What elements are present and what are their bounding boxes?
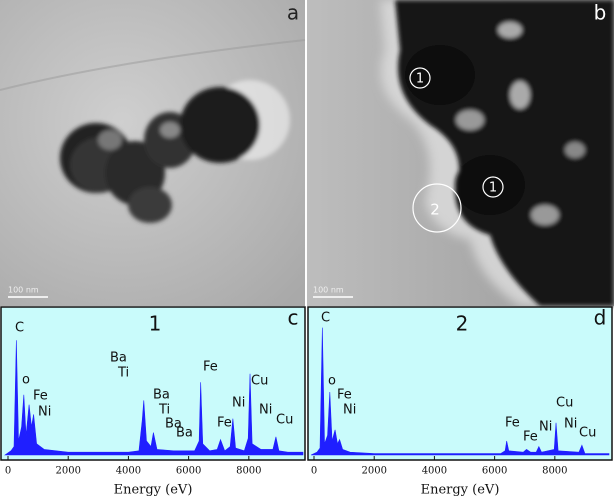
spectrum-title: 1 xyxy=(149,312,162,336)
scale-bar-label: 100 nm xyxy=(8,286,39,295)
x-tick-label: 0 xyxy=(5,466,11,477)
spectrum xyxy=(310,327,610,456)
region-marker: 1 xyxy=(489,181,497,196)
panel-label: c xyxy=(288,306,299,330)
x-axis-label: Energy (eV) xyxy=(114,483,193,498)
peak-label: Fe xyxy=(523,430,538,445)
peak-label: Cu xyxy=(556,396,573,411)
scale-bar-label: 100 nm xyxy=(313,286,344,295)
x-tick-label: 8000 xyxy=(236,466,261,477)
plot-background xyxy=(308,307,612,460)
peak-label: Ni xyxy=(539,420,552,435)
peak-label: Ba xyxy=(153,388,170,403)
spectrum xyxy=(4,340,304,456)
peak-label: o xyxy=(22,373,30,388)
peak-label: Ba xyxy=(176,426,193,441)
plot-frame xyxy=(0,306,306,461)
region-marker: 2 xyxy=(430,201,440,219)
spectrum-title: 2 xyxy=(456,312,469,336)
x-tick-label: 2000 xyxy=(55,466,80,477)
peak-label: Ti xyxy=(158,403,170,418)
x-tick-label: 6000 xyxy=(176,466,201,477)
peak-label: o xyxy=(328,374,336,389)
peak-label: Fe xyxy=(337,388,352,403)
peak-label: Ti xyxy=(117,366,129,381)
peak-label: Cu xyxy=(276,413,293,428)
peak-label: Ni xyxy=(343,403,356,418)
tem-image-a xyxy=(0,0,306,306)
peak-label: Cu xyxy=(579,426,596,441)
x-tick-label: 4000 xyxy=(116,466,141,477)
panel-label: b xyxy=(594,1,607,25)
peak-label: Fe xyxy=(33,389,48,404)
peak-label: C xyxy=(321,311,330,326)
peak-label: Ba xyxy=(165,417,182,432)
peak-label: C xyxy=(15,321,24,336)
peak-label: Cu xyxy=(251,374,268,389)
peak-label: Fe xyxy=(217,416,232,431)
panel-label: a xyxy=(287,1,299,25)
peak-label: Fe xyxy=(203,360,218,375)
peak-label: Ni xyxy=(232,396,245,411)
peak-label: Ni xyxy=(259,403,272,418)
tem-image-b xyxy=(307,0,614,306)
peak-label: Ba xyxy=(110,351,127,366)
x-axis-label: Energy (eV) xyxy=(421,483,500,498)
region-marker: 1 xyxy=(416,72,424,87)
peak-label: Ni xyxy=(38,405,51,420)
peak-label: Ni xyxy=(564,417,577,432)
x-tick-label: 8000 xyxy=(542,466,567,477)
peak-label: Fe xyxy=(505,416,520,431)
panel-label: d xyxy=(594,306,607,330)
plot-frame xyxy=(307,306,613,461)
x-tick-label: 0 xyxy=(311,466,317,477)
x-tick-label: 4000 xyxy=(422,466,447,477)
x-tick-label: 2000 xyxy=(361,466,386,477)
x-tick-label: 6000 xyxy=(482,466,507,477)
